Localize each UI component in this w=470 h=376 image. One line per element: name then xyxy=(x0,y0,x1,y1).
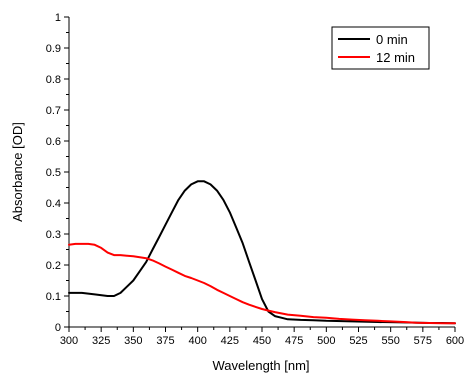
axes-layer: 300 325 350 375 400 425 450 475 500 525 550 575 600 0… xyxy=(46,12,464,347)
x-tick-label: 475 xyxy=(285,335,303,347)
x-tick-label: 325 xyxy=(92,335,110,347)
y-tick-label: 0.7 xyxy=(46,105,61,117)
x-tick-label: 500 xyxy=(317,335,335,347)
y-tick-label: 0.3 xyxy=(46,229,61,241)
y-tick-label: 0.6 xyxy=(46,136,61,148)
y-tick-label: 0.1 xyxy=(46,291,61,303)
x-tick-label: 400 xyxy=(188,335,206,347)
y-tick-label: 0.8 xyxy=(46,74,61,86)
x-tick-label: 525 xyxy=(349,335,367,347)
y-tick-label: 1 xyxy=(55,12,61,24)
legend-label-2: 12 min xyxy=(376,50,415,65)
x-tick-label: 350 xyxy=(124,335,142,347)
y-axis-title: Absorbance [OD] xyxy=(10,122,25,222)
series-line-2 xyxy=(68,242,456,325)
x-tick-label: 575 xyxy=(414,335,432,347)
x-tick-label: 450 xyxy=(253,335,271,347)
x-tick-label: 425 xyxy=(221,335,239,347)
legend: 0 min 12 min xyxy=(331,26,430,70)
legend-label-1: 0 min xyxy=(376,32,408,47)
y-tick-label: 0.4 xyxy=(46,198,61,210)
y-tick-label: 0.9 xyxy=(46,43,61,55)
series-layer xyxy=(68,180,456,325)
x-tick-label: 600 xyxy=(446,335,464,347)
x-axis-title: Wavelength [nm] xyxy=(212,358,309,373)
y-tick-label: 0 xyxy=(55,322,61,334)
series-line-1 xyxy=(68,180,456,325)
x-tick-label: 300 xyxy=(60,335,78,347)
y-tick-label: 0.2 xyxy=(46,260,61,272)
legend-box xyxy=(331,26,430,70)
x-tick-label: 550 xyxy=(381,335,399,347)
y-tick-label: 0.5 xyxy=(46,167,61,179)
x-tick-label: 375 xyxy=(156,335,174,347)
